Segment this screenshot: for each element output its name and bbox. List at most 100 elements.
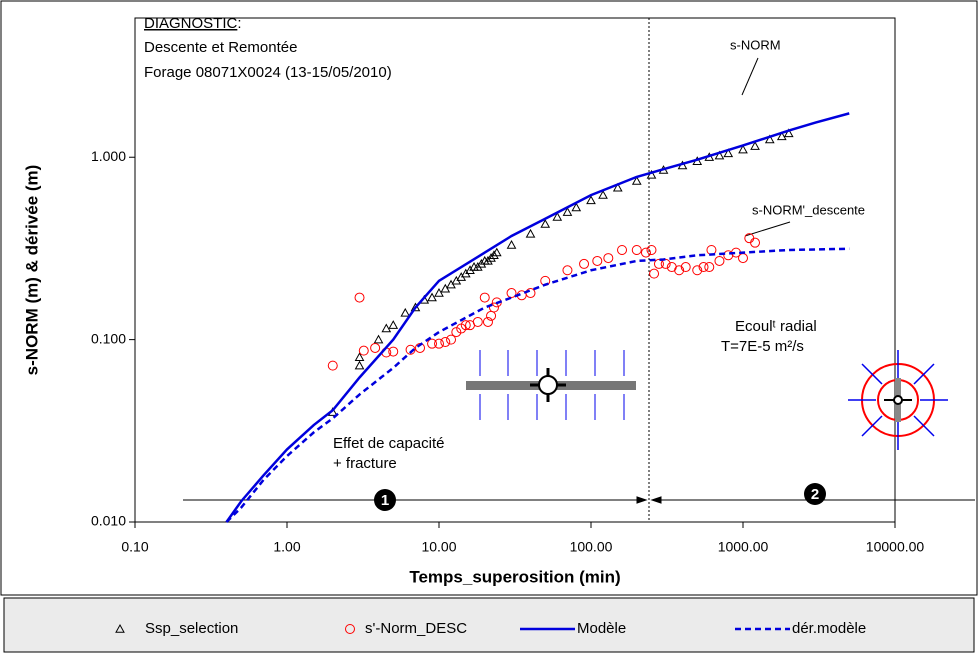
annotation: s-NORM: [730, 37, 781, 52]
title: DIAGNOSTIC: [144, 15, 238, 32]
zone-label: 2: [811, 486, 819, 503]
point: [783, 128, 794, 138]
point: [586, 195, 596, 205]
point: [434, 288, 444, 297]
x-tick-label: 1000.00: [718, 539, 769, 555]
point: [482, 316, 493, 327]
point: [704, 262, 715, 273]
legend-marker: [345, 624, 355, 634]
point: [489, 250, 499, 259]
point: [598, 190, 608, 199]
point: [653, 258, 664, 269]
point: [446, 334, 457, 345]
point: [631, 176, 642, 185]
annotation: Effet de capacité: [333, 435, 444, 452]
point: [506, 240, 517, 249]
point: [373, 334, 384, 344]
point: [750, 141, 760, 150]
fracture-icon: [466, 350, 636, 420]
point: [400, 307, 411, 317]
point: [440, 337, 451, 348]
zone-marker: [374, 489, 396, 511]
point: [552, 212, 563, 221]
point: [750, 237, 761, 248]
point: [388, 320, 399, 329]
radial-icon: [848, 350, 948, 450]
point: [506, 288, 517, 299]
point: [612, 182, 623, 192]
point: [472, 316, 483, 327]
point: [660, 258, 671, 269]
point: [486, 253, 496, 262]
point: [525, 228, 536, 238]
point: [358, 345, 369, 356]
point: [723, 148, 734, 158]
point: [714, 255, 725, 266]
point: [483, 255, 493, 265]
chart-title: DIAGNOSTIC:: [144, 15, 242, 32]
plot-frame: [134, 17, 896, 523]
point: [646, 245, 657, 256]
point: [434, 338, 444, 349]
point: [571, 202, 582, 212]
annotation-arrow: [744, 221, 791, 237]
x-tick-label: 0.10: [121, 539, 148, 555]
legend-label: Modèle: [577, 620, 626, 637]
zone-label: 1: [381, 492, 389, 509]
point: [764, 134, 775, 144]
point: [738, 144, 748, 154]
point: [491, 247, 502, 257]
point: [381, 323, 392, 333]
legend-marker: [115, 623, 125, 633]
point: [714, 150, 725, 160]
point: [540, 219, 551, 228]
point: [354, 292, 365, 303]
point: [354, 352, 365, 361]
x-axis-label: Temps_superosition (min): [409, 567, 620, 586]
annotation: + fracture: [333, 455, 397, 472]
y-tick-label: 0.100: [91, 330, 126, 346]
y-tick-label: 0.010: [91, 513, 126, 529]
point: [680, 262, 691, 273]
point: [562, 265, 573, 276]
annotation-arrow: [741, 57, 759, 96]
subtitle: Forage 08071X0024 (13-15/05/2010): [144, 64, 392, 81]
legend-label: Ssp_selection: [145, 620, 238, 637]
point: [631, 245, 642, 256]
point: [488, 302, 499, 313]
point: [649, 268, 660, 279]
point: [476, 258, 487, 268]
legend: [3, 597, 975, 653]
point: [698, 262, 709, 273]
line: [225, 247, 850, 523]
title-suffix: :: [237, 15, 241, 32]
x-tick-label: 1.00: [273, 539, 300, 555]
annotation: s-NORM'_descente: [752, 202, 865, 217]
point: [388, 346, 399, 357]
point: [460, 320, 471, 331]
line: [225, 112, 850, 523]
point: [674, 265, 685, 276]
y-tick-label: 1.000: [91, 148, 126, 164]
point: [327, 360, 338, 371]
zone-marker: [804, 483, 826, 505]
y-axis-label: s-NORM (m) & dérivée (m): [22, 165, 41, 376]
annotation: Ecoulᵗ radial: [735, 318, 817, 335]
legend-label: dér.modèle: [792, 620, 866, 637]
point: [427, 338, 438, 349]
x-tick-label: 10000.00: [866, 539, 925, 555]
point: [370, 342, 381, 353]
point: [603, 253, 614, 264]
legend-label: s'-Norm_DESC: [365, 620, 467, 637]
point: [617, 245, 628, 256]
point: [640, 247, 651, 258]
point: [579, 258, 590, 269]
point: [592, 255, 603, 266]
point: [405, 344, 416, 355]
point: [354, 360, 365, 370]
point: [692, 265, 703, 276]
point: [562, 207, 573, 216]
point: [776, 131, 787, 141]
x-tick-label: 10.00: [421, 539, 456, 555]
